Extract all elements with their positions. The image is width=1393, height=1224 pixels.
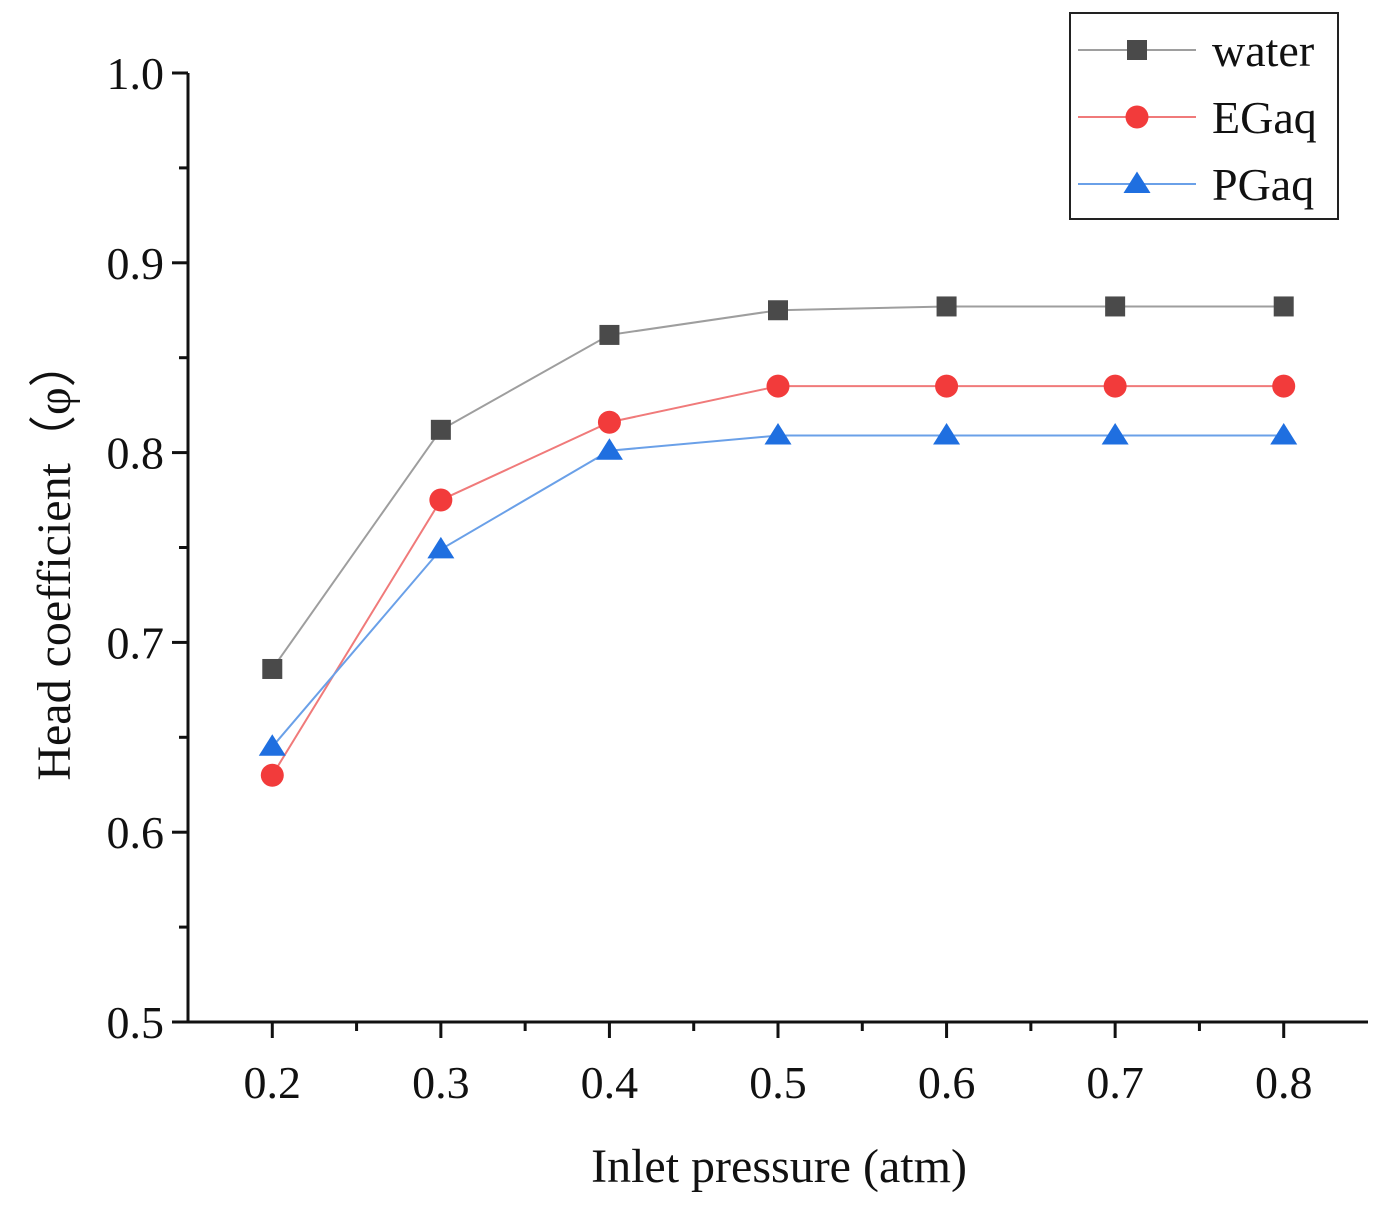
data-point-PGaq	[595, 438, 623, 460]
x-tick-label: 0.7	[1086, 1057, 1144, 1108]
legend: water EGaq PGaq	[1069, 12, 1339, 220]
data-point-water	[430, 419, 451, 440]
data-point-water	[1105, 296, 1126, 317]
legend-item-EGaq: EGaq	[1078, 92, 1317, 143]
series-PGaq	[258, 423, 1298, 756]
y-tick-label: 0.9	[107, 238, 165, 289]
data-point-PGaq	[258, 734, 286, 756]
data-point-EGaq	[1103, 374, 1127, 398]
data-point-PGaq	[764, 423, 792, 445]
data-point-PGaq	[933, 423, 961, 445]
x-tick-label: 0.2	[244, 1057, 302, 1108]
y-tick-label: 0.7	[107, 617, 165, 668]
data-point-PGaq	[1101, 423, 1129, 445]
axes: 0.5 0.6 0.7 0.8 0.9 1.0 0.2 0.3 0.4 0.5 0.6 0.7 0.8	[107, 48, 1368, 1108]
y-tick-label: 1.0	[107, 48, 165, 99]
data-point-EGaq	[766, 374, 790, 398]
data-point-water	[262, 658, 283, 679]
legend-label: PGaq	[1212, 159, 1314, 210]
data-point-EGaq	[429, 488, 453, 512]
data-point-EGaq	[935, 374, 959, 398]
x-tick-label: 0.8	[1255, 1057, 1313, 1108]
data-point-water	[599, 324, 620, 345]
legend-item-PGaq: PGaq	[1078, 159, 1314, 210]
data-point-PGaq	[427, 536, 455, 559]
y-tick-label: 0.8	[107, 428, 165, 479]
series-line-water	[271, 305, 1284, 670]
x-tick-label: 0.4	[581, 1057, 639, 1108]
data-point-EGaq	[260, 763, 284, 787]
y-tick-label: 0.5	[107, 997, 165, 1048]
x-tick-label: 0.6	[918, 1057, 976, 1108]
legend-marker-water	[1127, 40, 1147, 60]
x-tick-label: 0.5	[749, 1057, 807, 1108]
legend-item-water: water	[1078, 25, 1314, 76]
legend-label: water	[1212, 25, 1314, 76]
series-EGaq	[260, 374, 1296, 787]
data-point-EGaq	[597, 410, 621, 434]
series-line-PGaq	[271, 434, 1284, 748]
data-point-water	[936, 296, 957, 317]
legend-label: EGaq	[1212, 92, 1317, 143]
series-layer	[258, 296, 1298, 787]
data-point-water	[1273, 296, 1294, 317]
series-water	[262, 296, 1294, 679]
y-tick-label: 0.6	[107, 807, 165, 858]
x-axis-title: Inlet pressure (atm)	[591, 1140, 967, 1193]
data-point-water	[768, 300, 788, 321]
legend-marker-EGaq	[1125, 105, 1149, 129]
data-point-EGaq	[1272, 374, 1296, 398]
series-line-EGaq	[271, 385, 1284, 776]
data-point-PGaq	[1270, 423, 1298, 445]
legend-marker-PGaq	[1123, 171, 1151, 193]
x-tick-label: 0.3	[412, 1057, 470, 1108]
y-axis-title: Head coefficient（φ）	[28, 339, 81, 780]
